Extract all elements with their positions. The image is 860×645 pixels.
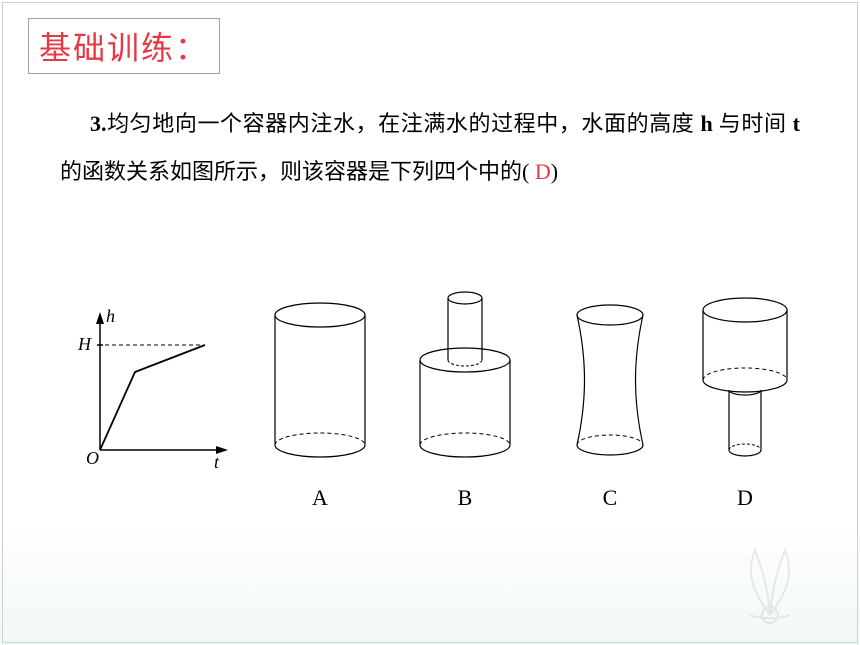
container-D bbox=[685, 280, 805, 480]
question-part2: 与时间 bbox=[713, 111, 793, 136]
question-text: 3.均匀地向一个容器内注水，在注满水的过程中，水面的高度 h 与时间 t 的函数… bbox=[60, 100, 800, 197]
figure-area: h H O t A B C bbox=[70, 270, 790, 530]
label-D: D bbox=[725, 485, 765, 511]
container-B bbox=[405, 280, 525, 480]
container-C bbox=[555, 280, 665, 480]
label-C: C bbox=[590, 485, 630, 511]
section-title: 基础训练： bbox=[28, 18, 220, 74]
label-A: A bbox=[300, 485, 340, 511]
question-part1: 均匀地向一个容器内注水，在注满水的过程中，水面的高度 bbox=[107, 111, 701, 136]
graph-svg: h H O t bbox=[70, 300, 230, 480]
question-part4: ) bbox=[551, 159, 558, 184]
graph-x-label: t bbox=[214, 452, 220, 472]
var-h: h bbox=[700, 111, 712, 136]
graph-y-label: h bbox=[106, 306, 115, 326]
graph-H-mark: H bbox=[77, 334, 92, 354]
answer-letter: D bbox=[529, 159, 550, 184]
graph-origin: O bbox=[86, 448, 99, 468]
var-t: t bbox=[793, 111, 800, 136]
question-part3: 的函数关系如图所示，则该容器是下列四个中的( bbox=[60, 159, 529, 184]
watermark-icon bbox=[705, 520, 835, 630]
label-B: B bbox=[445, 485, 485, 511]
question-number: 3. bbox=[90, 111, 107, 136]
container-A bbox=[260, 280, 380, 480]
